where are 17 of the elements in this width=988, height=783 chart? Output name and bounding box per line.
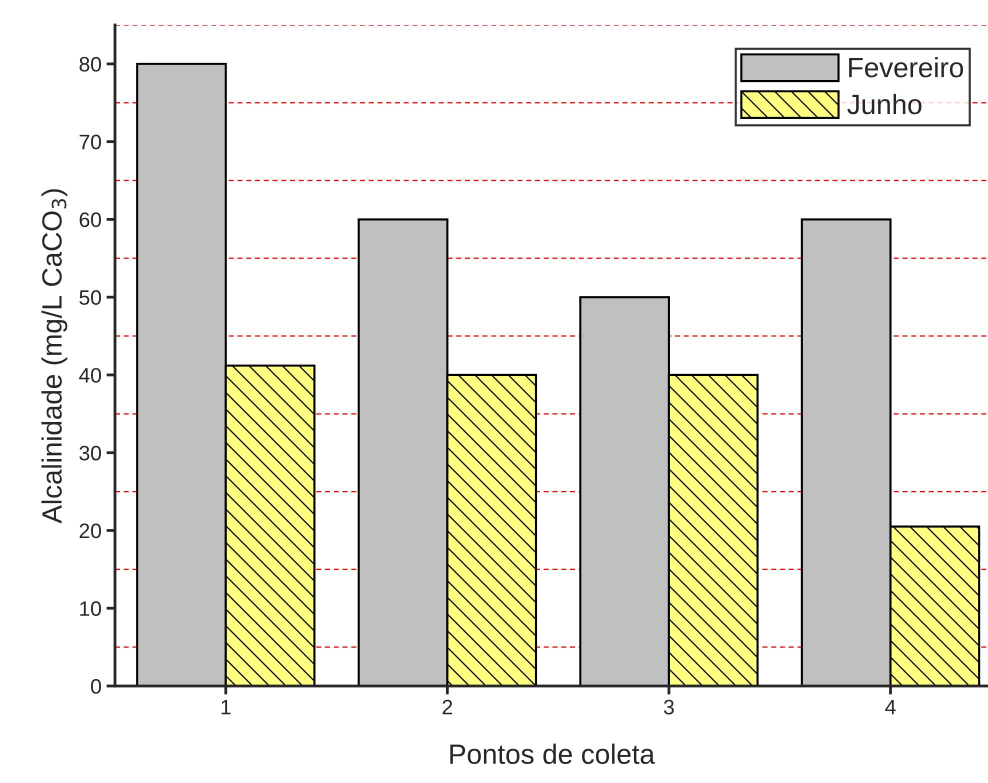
y-tick-label: 70 [80,134,101,150]
y-tick-label: 0 [91,679,101,694]
x-tick-label: 2 [442,700,452,714]
y-tick-label: 80 [80,56,101,72]
x-tick-label: 3 [664,700,674,714]
legend-label: Fevereiro [849,57,964,78]
y-tick-label: 60 [80,212,101,228]
x-tick-label: 4 [885,700,896,714]
y-tick-label: 40 [79,368,101,383]
y-tick-label: 50 [79,290,101,305]
y-tick-label: 10 [80,601,101,616]
x-axis-title: Pontos de coleta [450,744,655,764]
x-tick-label: 1 [222,700,231,714]
y-tick-label: 20 [80,523,101,538]
y-tick-label: 30 [79,446,101,460]
y-axis-title: Alcalinidade (mg/L CaCO$_{3}$) [41,189,68,524]
legend-label: Junho [847,94,922,114]
